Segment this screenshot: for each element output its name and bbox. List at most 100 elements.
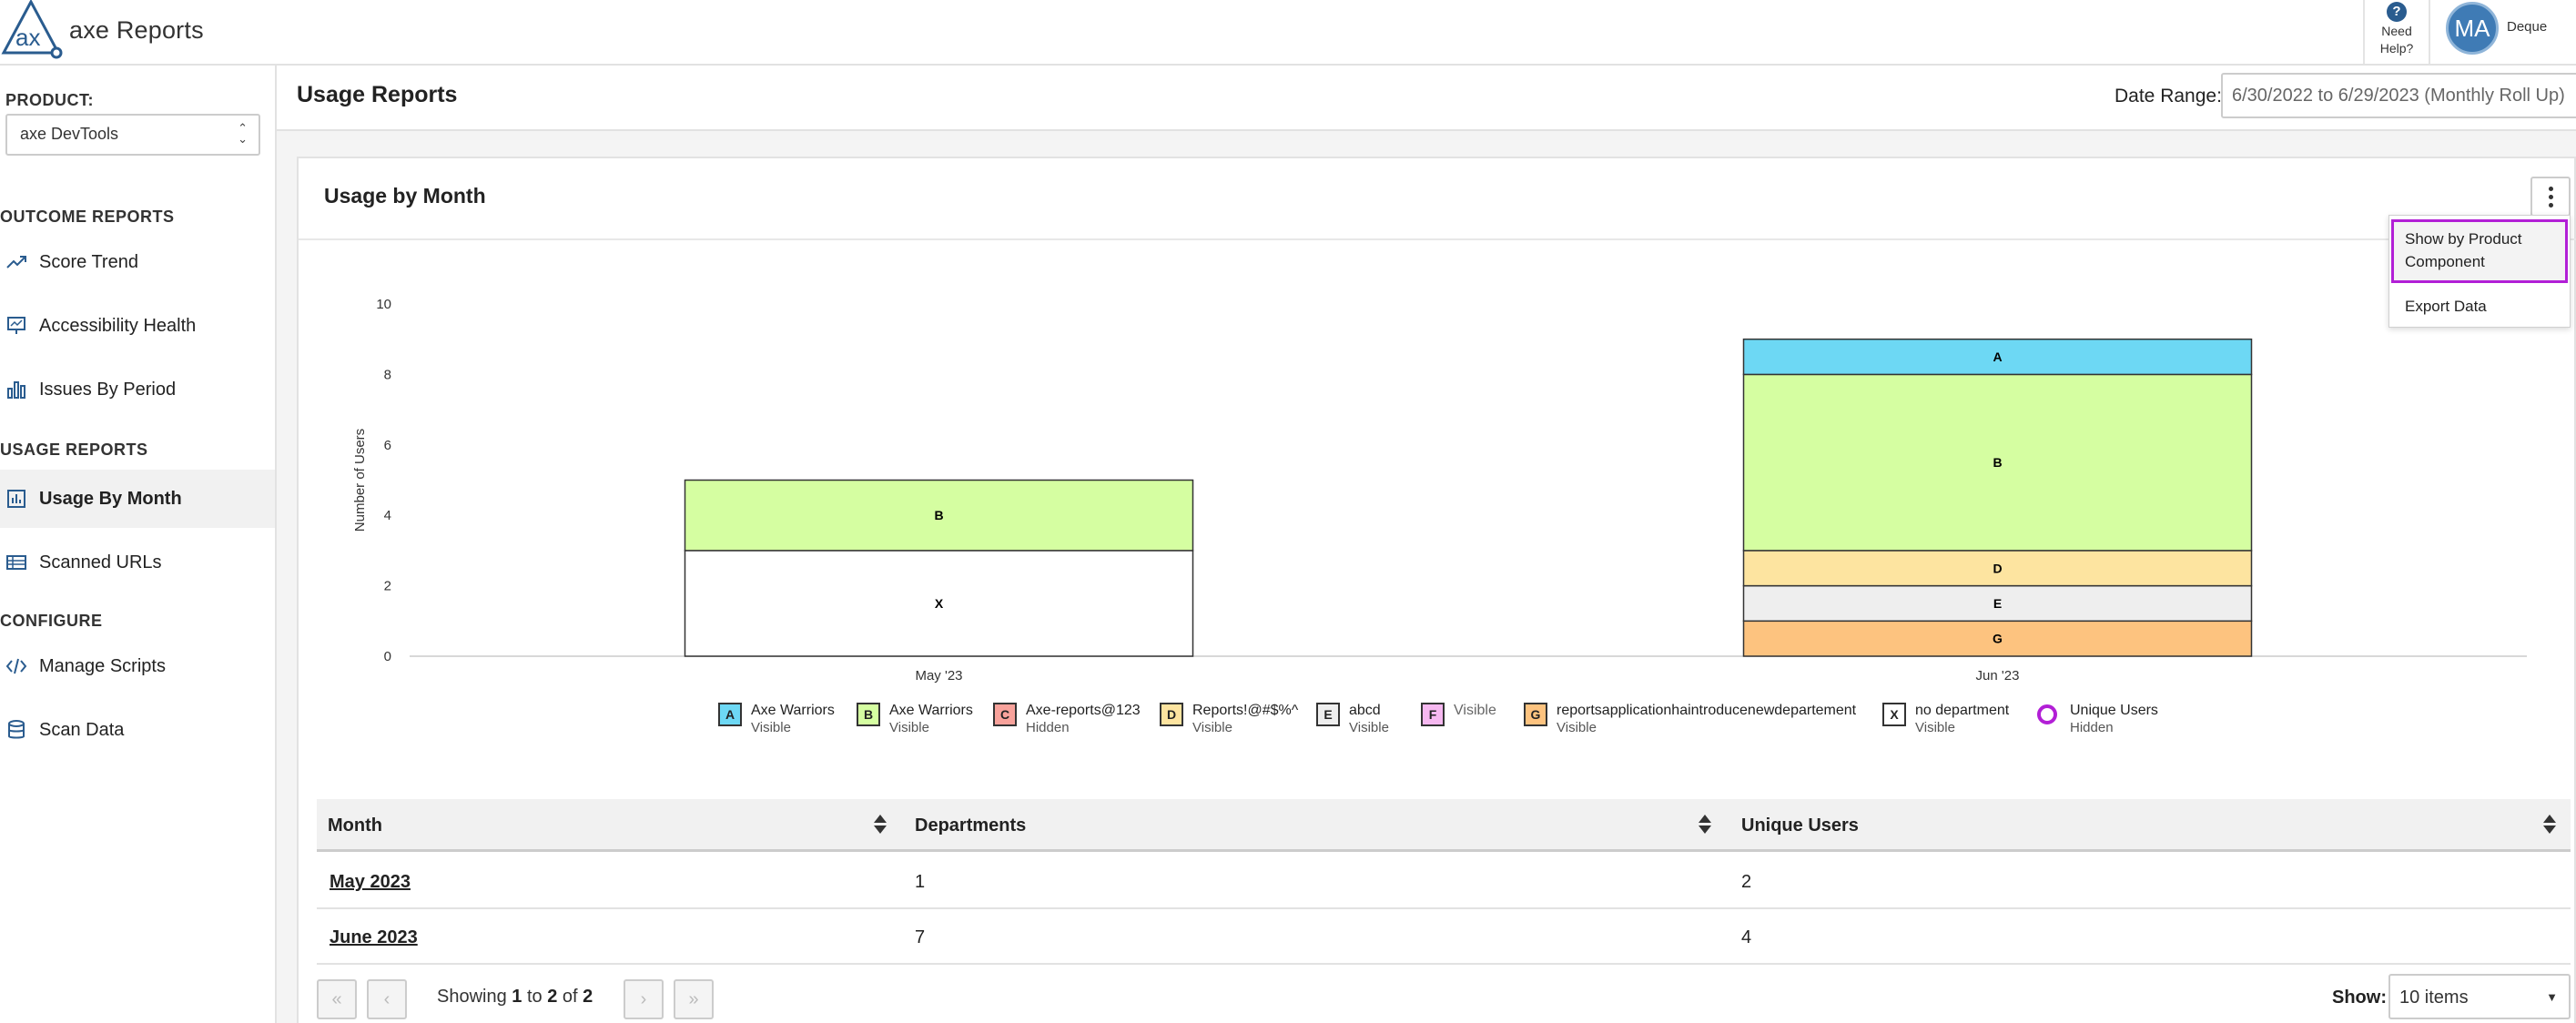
- section-outcome-reports: OUTCOME REPORTS: [0, 208, 175, 226]
- legend-swatch: G: [1524, 703, 1547, 726]
- legend-swatch: C: [993, 703, 1017, 726]
- legend-name: reportsapplicationhaintroducenewdepartem…: [1557, 703, 1857, 718]
- page-size-label: Show:: [2332, 988, 2387, 1008]
- bar-segment-label: D: [1993, 561, 2002, 575]
- question-icon: ?: [2387, 2, 2407, 22]
- report-icon: [5, 487, 28, 511]
- table-header: Month Departments Unique Users: [317, 799, 2571, 852]
- product-label: PRODUCT:: [5, 91, 94, 109]
- menu-show-by-product-component[interactable]: Show by Product Component: [2391, 219, 2568, 283]
- legend-name: no department: [1915, 703, 2010, 718]
- unique-users-cell: 2: [1741, 872, 1752, 892]
- legend-status: Visible: [1915, 720, 1955, 735]
- y-tick-label: 4: [384, 508, 391, 523]
- month-link[interactable]: June 2023: [330, 927, 418, 947]
- avatar[interactable]: MA: [2446, 2, 2499, 55]
- bar-chart-icon: [5, 378, 28, 401]
- database-icon: [5, 718, 28, 742]
- date-range-picker[interactable]: 6/30/2022 to 6/29/2023 (Monthly Roll Up): [2221, 73, 2576, 118]
- select-arrows-icon: ⌃ ⌄: [238, 121, 248, 146]
- menu-export-data[interactable]: Export Data: [2405, 298, 2487, 315]
- sort-icon[interactable]: [1699, 815, 1711, 836]
- sidebar-item-label: Manage Scripts: [39, 655, 166, 676]
- section-usage-reports: USAGE REPORTS: [0, 441, 148, 459]
- legend-item[interactable]: C Axe-reports@123 Hidden: [993, 702, 1141, 736]
- legend-text: Reports!@#$%^ Visible: [1192, 702, 1298, 736]
- table-row: May 2023 1 2: [317, 855, 2571, 909]
- column-header-unique-users[interactable]: Unique Users: [1741, 815, 1859, 836]
- page-size-select[interactable]: 10 items ▼: [2388, 974, 2571, 1019]
- circle-icon: [2037, 704, 2057, 724]
- sidebar-item-usage-by-month[interactable]: Usage By Month: [0, 470, 275, 528]
- first-page-button[interactable]: «: [317, 979, 357, 1019]
- legend-text: reportsapplicationhaintroducenewdepartem…: [1557, 702, 1856, 736]
- bar-segment-label: A: [1993, 349, 2002, 364]
- legend-item[interactable]: D Reports!@#$%^ Visible: [1160, 702, 1298, 736]
- divider: [299, 238, 2576, 240]
- legend-status: Visible: [1557, 720, 1597, 735]
- presentation-icon: [5, 314, 28, 338]
- product-select[interactable]: axe DevTools ⌃ ⌄: [5, 114, 260, 156]
- chevron-down-icon: ▼: [2546, 990, 2558, 1004]
- kebab-dot-icon: [2548, 202, 2553, 208]
- legend-status: Hidden: [2070, 720, 2114, 735]
- kebab-dot-icon: [2548, 194, 2553, 199]
- legend-name: abcd: [1349, 703, 1381, 718]
- y-tick-label: 2: [384, 579, 391, 594]
- sidebar-item-scanned-urls[interactable]: Scanned URLs: [0, 533, 275, 592]
- top-bar: ax axe Reports ? Need Help? MA Deque: [0, 0, 2576, 66]
- legend-status: Visible: [751, 720, 791, 735]
- legend-item[interactable]: Unique Users Hidden: [2037, 702, 2158, 736]
- app-logo[interactable]: ax axe Reports: [0, 0, 204, 60]
- options-menu: Show by Product Component Export Data: [2388, 215, 2571, 328]
- legend-swatch: B: [857, 703, 880, 726]
- bar-segment-label: X: [935, 596, 944, 611]
- previous-page-button[interactable]: ‹: [367, 979, 407, 1019]
- month-link[interactable]: May 2023: [330, 872, 411, 892]
- legend-text: no department Visible: [1915, 702, 2009, 736]
- trend-icon: [5, 250, 28, 274]
- legend-swatch: E: [1316, 703, 1340, 726]
- sidebar-item-scan-data[interactable]: Scan Data: [0, 701, 275, 759]
- legend-swatch: D: [1160, 703, 1183, 726]
- legend-status: Visible: [889, 720, 929, 735]
- column-header-month[interactable]: Month: [328, 815, 382, 836]
- bar-segment-g: [1742, 620, 2253, 657]
- svg-text:ax: ax: [15, 24, 40, 51]
- pagination-status: Showing 1 to 2 of 2: [437, 987, 593, 1007]
- next-page-button[interactable]: ›: [624, 979, 664, 1019]
- y-tick-label: 8: [384, 367, 391, 382]
- sidebar-item-manage-scripts[interactable]: Manage Scripts: [0, 637, 275, 695]
- legend-item[interactable]: A Axe Warriors Visible: [718, 702, 835, 736]
- legend-status: Visible: [1192, 720, 1232, 735]
- sort-icon[interactable]: [2543, 815, 2556, 836]
- sidebar-item-label: Scanned URLs: [39, 552, 162, 572]
- legend-item[interactable]: B Axe Warriors Visible: [857, 702, 973, 736]
- date-range-label: Date Range:: [2115, 86, 2222, 106]
- last-page-button[interactable]: »: [674, 979, 714, 1019]
- sidebar-item-issues-by-period[interactable]: Issues By Period: [0, 360, 275, 419]
- sort-icon[interactable]: [874, 815, 887, 836]
- legend-text: Visible: [1454, 702, 1496, 720]
- legend-swatch: F: [1421, 703, 1445, 726]
- column-header-departments[interactable]: Departments: [915, 815, 1027, 836]
- bar-segment-d: [1742, 550, 2253, 587]
- x-tick-label: May '23: [915, 668, 962, 684]
- sidebar-item-score-trend[interactable]: Score Trend: [0, 233, 275, 291]
- user-name[interactable]: Deque: [2507, 19, 2548, 35]
- sidebar-item-label: Usage By Month: [39, 488, 182, 509]
- sidebar-item-accessibility-health[interactable]: Accessibility Health: [0, 297, 275, 355]
- legend-name: Axe Warriors: [751, 703, 835, 718]
- legend-item[interactable]: F Visible: [1421, 702, 1496, 726]
- card-title: Usage by Month: [324, 184, 486, 208]
- axe-logo-icon: ax: [1, 0, 63, 59]
- page-title: Usage Reports: [297, 82, 458, 107]
- help-button[interactable]: ? Need Help?: [2363, 0, 2430, 64]
- legend-name: Reports!@#$%^: [1192, 703, 1299, 718]
- chart-legend: A Axe Warriors Visible B Axe Warriors Visible…: [0, 702, 2576, 742]
- sidebar: PRODUCT: axe DevTools ⌃ ⌄ OUTCOME REPORTS…: [0, 66, 277, 1023]
- sidebar-item-label: Issues By Period: [39, 379, 177, 400]
